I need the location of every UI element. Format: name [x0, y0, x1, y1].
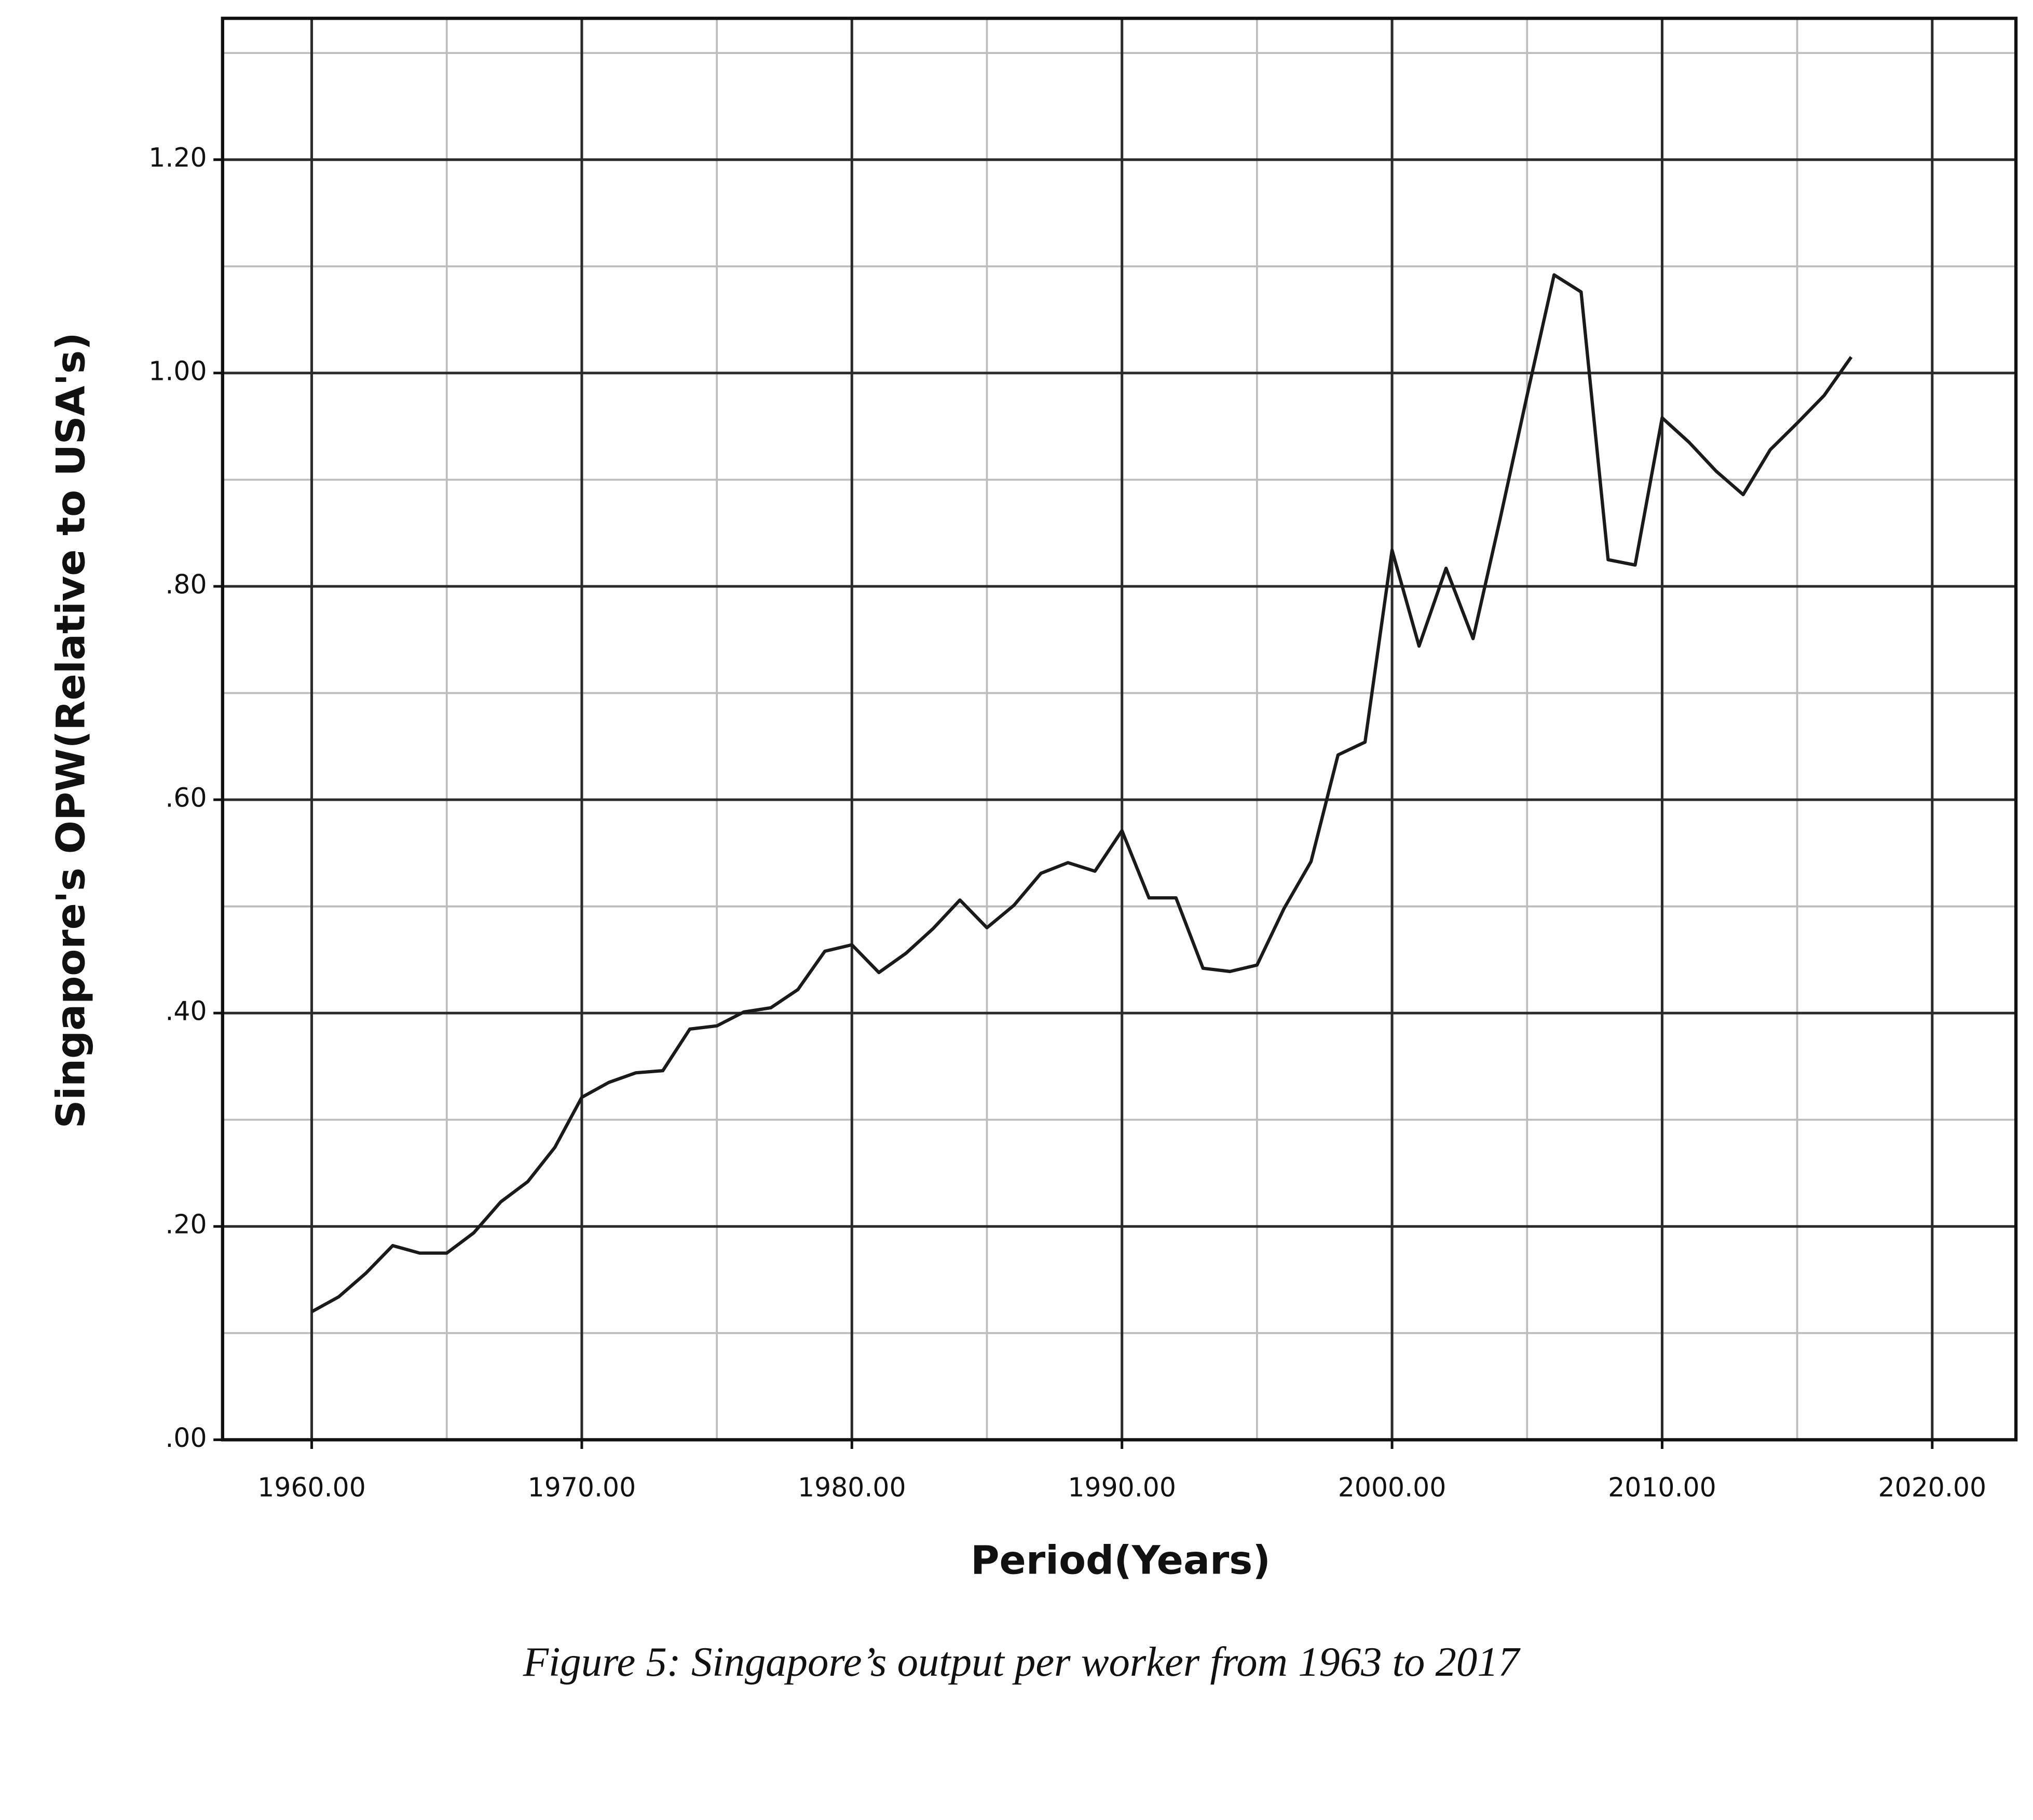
y-tick-label: .40: [165, 996, 207, 1027]
x-tick-label: 1970.00: [528, 1472, 636, 1503]
x-tick-label: 2000.00: [1338, 1472, 1447, 1503]
x-tick-label: 1960.00: [257, 1472, 366, 1503]
data-line: [311, 273, 1853, 1313]
x-tick-label: 1980.00: [798, 1472, 906, 1503]
y-tick-label: 1.20: [148, 142, 207, 173]
x-tick-label: 2010.00: [1608, 1472, 1716, 1503]
y-tick-label: 1.00: [148, 355, 207, 386]
y-tick-label: .60: [165, 782, 207, 813]
x-tick-label: 2020.00: [1878, 1472, 1987, 1503]
y-tick-label: .00: [165, 1422, 207, 1453]
y-tick-label: .20: [165, 1209, 207, 1240]
x-tick-label: 1990.00: [1068, 1472, 1176, 1503]
caption: Figure 5: Singapore’s output per worker …: [523, 1639, 1521, 1685]
y-axis-title: Singapore's OPW(Relative to USA's): [48, 332, 93, 1128]
x-axis-title: Period(Years): [971, 1537, 1271, 1583]
plot-frame: [221, 17, 2018, 1442]
y-tick-label: .80: [165, 569, 207, 599]
